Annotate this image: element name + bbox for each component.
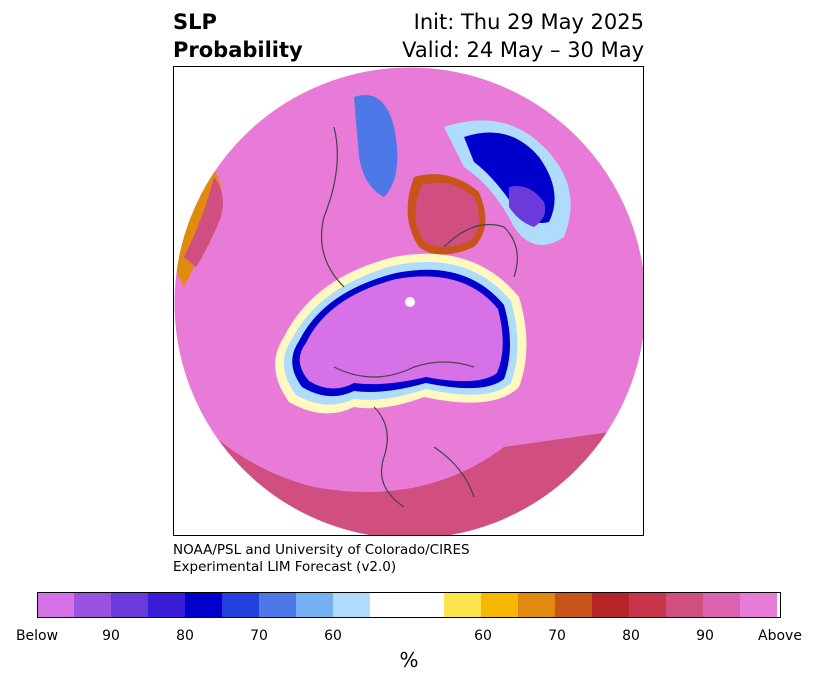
colorbar-segment <box>259 592 296 618</box>
colorbar-segment <box>444 592 481 618</box>
colorbar-tick-label: 80 <box>622 628 640 644</box>
title-variable: SLP <box>173 10 217 34</box>
map-panel <box>173 66 644 536</box>
colorbar-segment <box>555 592 592 618</box>
colorbar-segment <box>185 592 222 618</box>
eurasia-below-core <box>509 186 546 227</box>
init-date: Init: Thu 29 May 2025 <box>413 10 644 34</box>
above-band-west-inner <box>184 177 223 267</box>
attribution-org: NOAA/PSL and University of Colorado/CIRE… <box>173 542 470 558</box>
colorbar-segment <box>370 592 444 618</box>
colorbar-segment <box>296 592 333 618</box>
colorbar-segment <box>481 592 518 618</box>
below-core <box>299 276 503 389</box>
colorbar <box>37 592 781 618</box>
colorbar-tick-label: 90 <box>696 628 714 644</box>
colorbar-segment <box>629 592 666 618</box>
colorbar-tick-label: 80 <box>176 628 194 644</box>
map-title: SLP Probability <box>173 8 303 64</box>
forecast-dates: Init: Thu 29 May 2025 Valid: 24 May – 30… <box>402 8 644 64</box>
colorbar-segment <box>148 592 185 618</box>
colorbar-tick-label: 90 <box>102 628 120 644</box>
title-field: Probability <box>173 38 303 62</box>
colorbar-tick-label: 70 <box>250 628 268 644</box>
colorbar-tick-label: Above <box>758 628 802 644</box>
valid-range: Valid: 24 May – 30 May <box>402 38 644 62</box>
colorbar-segment <box>222 592 259 618</box>
colorbar-border <box>37 592 781 618</box>
colorbar-unit-label: % <box>399 648 419 672</box>
probability-map <box>174 67 643 535</box>
colorbar-segment <box>666 592 703 618</box>
colorbar-segment <box>111 592 148 618</box>
colorbar-segment <box>518 592 555 618</box>
attribution: NOAA/PSL and University of Colorado/CIRE… <box>173 542 470 576</box>
attribution-model: Experimental LIM Forecast (v2.0) <box>173 559 397 575</box>
colorbar-tick-label: Below <box>15 628 59 644</box>
colorbar-segment <box>333 592 370 618</box>
colorbar-tick-label: 60 <box>474 628 492 644</box>
colorbar-segment <box>37 592 74 618</box>
colorbar-segment <box>592 592 629 618</box>
colorbar-segment <box>740 592 777 618</box>
north-pole-marker <box>405 297 415 307</box>
polar-above-inner <box>415 182 480 247</box>
atlantic-below-strip <box>354 95 398 197</box>
colorbar-tick-label: 70 <box>548 628 566 644</box>
colorbar-segment <box>74 592 111 618</box>
coastlines <box>320 126 518 508</box>
colorbar-segment <box>703 592 740 618</box>
colorbar-tick-label: 60 <box>324 628 342 644</box>
above-band-southern <box>174 397 643 535</box>
